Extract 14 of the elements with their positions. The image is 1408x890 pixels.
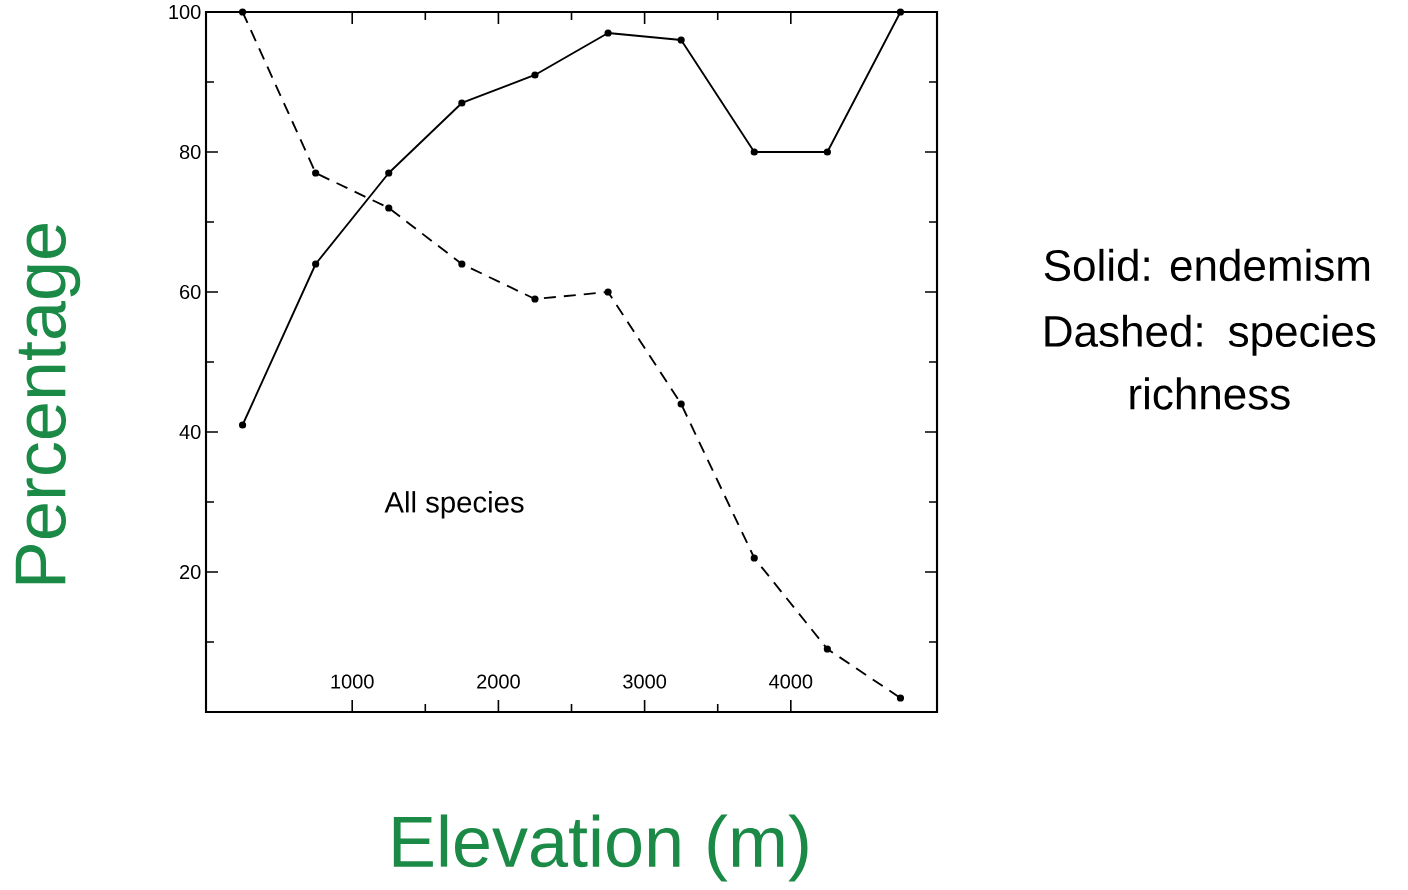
y-axis-title: Percentage bbox=[15, 224, 81, 584]
y-tick-label: 60 bbox=[180, 284, 201, 300]
x-tick-label: 4000 bbox=[769, 674, 813, 689]
x-axis-title: Elevation (m) bbox=[393, 814, 808, 882]
annotation: All species bbox=[384, 491, 524, 519]
y-tick-label: 80 bbox=[179, 144, 201, 160]
y-tick-label: 20 bbox=[180, 564, 201, 580]
y-tick-label: 40 bbox=[179, 424, 201, 440]
x-tick-label: 2000 bbox=[477, 674, 520, 689]
x-tick-label: 3000 bbox=[623, 674, 667, 689]
text: Dashed: species richness bbox=[1045, 314, 1376, 410]
text: Solid: endemism bbox=[1044, 248, 1370, 282]
y-tick-label: 100 bbox=[169, 4, 201, 20]
x-tick-label: 1000 bbox=[331, 674, 374, 689]
